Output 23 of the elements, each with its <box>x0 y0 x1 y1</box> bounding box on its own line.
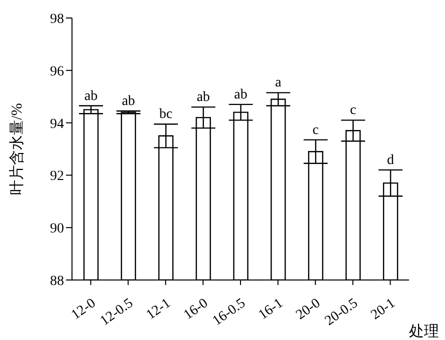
x-tick-label: 12-0 <box>69 296 99 324</box>
data-label: d <box>387 152 394 168</box>
data-label: a <box>275 76 282 91</box>
y-axis-title: 叶片含水量/% <box>8 103 26 195</box>
y-tick-label: 98 <box>50 12 64 27</box>
data-label: ab <box>122 94 136 110</box>
y-tick-label: 96 <box>50 64 64 80</box>
y-tick-label: 90 <box>50 222 64 237</box>
x-tick-label: 16-0 <box>181 296 211 324</box>
x-tick-label: 20-1 <box>368 296 398 324</box>
y-tick-label: 94 <box>50 116 64 132</box>
data-label: ab <box>84 88 98 104</box>
x-tick-label: 12-1 <box>144 296 174 324</box>
x-axis-title: 处理 <box>409 323 439 340</box>
y-tick-label: 92 <box>50 169 64 184</box>
x-tick-label: 16-1 <box>256 296 286 324</box>
y-tick-label: 88 <box>50 274 64 289</box>
data-label: c <box>312 122 319 138</box>
data-label: c <box>350 103 356 118</box>
data-label: ab <box>196 90 210 106</box>
x-tick-label: 20-0 <box>294 296 324 324</box>
data-label: bc <box>159 107 172 122</box>
data-label: ab <box>234 87 248 102</box>
